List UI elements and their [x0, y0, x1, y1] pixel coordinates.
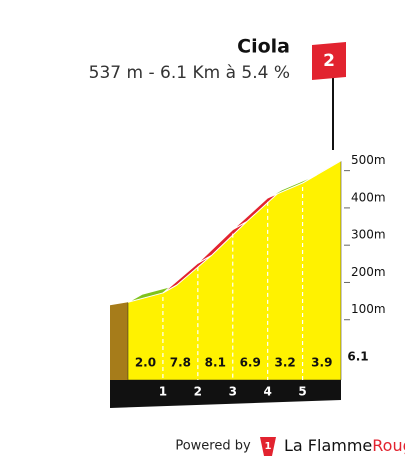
y-tick-label: 500m [351, 153, 386, 167]
y-tick-label: 100m [351, 302, 386, 316]
km-label: 6.1 [347, 350, 368, 364]
gradient-label: 3.2 [274, 356, 295, 370]
gradient-label: 8.1 [205, 356, 226, 370]
subtitle: 537 m - 6.1 Km à 5.4 % [89, 63, 290, 83]
brand: La FlammeRouge [284, 436, 405, 455]
powered-by: Powered by [175, 439, 251, 454]
category-flag [312, 42, 346, 80]
profile-face [127, 160, 342, 381]
km-label: 3 [229, 385, 237, 399]
km-label: 1 [159, 385, 167, 399]
segment-top [302, 152, 356, 184]
km-label: 5 [298, 385, 306, 399]
y-tick-label: 300m [351, 228, 386, 242]
gradient-label: 3.9 [311, 356, 332, 370]
side-face [110, 302, 128, 380]
km-label: 4 [263, 385, 271, 399]
y-tick-label: 200m [351, 265, 386, 279]
gradient-label: 7.8 [170, 356, 191, 370]
y-tick-label: 400m [351, 190, 386, 204]
plot: 2.0 7.8 8.1 6.9 3.2 3.9 1 2 3 4 5 6.1 100m 200m 300m 40… [110, 152, 386, 408]
brand-dark: La Flamme [284, 436, 372, 455]
logo-digit: 1 [265, 441, 272, 452]
base-band [110, 380, 341, 408]
gradient-label: 6.9 [240, 356, 261, 370]
km-label: 2 [194, 385, 202, 399]
logo [260, 437, 276, 456]
gradient-label: 2.0 [135, 356, 156, 370]
category-label: 2 [323, 51, 335, 71]
brand-red: Rouge [372, 436, 405, 455]
title: Ciola [237, 36, 290, 58]
